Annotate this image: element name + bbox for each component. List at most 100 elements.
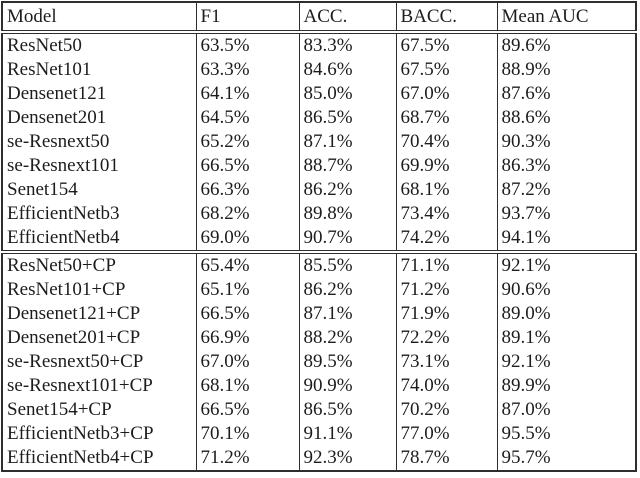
f1-value-cell: 69.0%	[195, 226, 299, 252]
column-header-bacc: BACC.	[395, 2, 497, 34]
table-row: Senet154+CP 66.5% 86.5% 70.2% 87.0%	[1, 398, 636, 422]
model-name-cell: ResNet101	[1, 58, 196, 82]
acc-value-cell: 91.1%	[298, 422, 396, 446]
model-name-cell: Senet154+CP	[1, 398, 196, 422]
mean-auc-value-cell: 87.2%	[496, 178, 636, 202]
model-name-cell: Senet154	[1, 178, 196, 202]
acc-value-cell: 87.1%	[298, 302, 396, 326]
table-row: se-Resnext50+CP 67.0% 89.5% 73.1% 92.1%	[1, 350, 636, 374]
mean-auc-value-cell: 90.6%	[496, 278, 636, 302]
model-name-cell: ResNet50+CP	[1, 250, 196, 278]
model-name-cell: Densenet121+CP	[1, 302, 196, 326]
table-row: Densenet121+CP 66.5% 87.1% 71.9% 89.0%	[1, 302, 636, 326]
mean-auc-value-cell: 90.3%	[496, 130, 636, 154]
acc-value-cell: 90.9%	[298, 374, 396, 398]
mean-auc-value-cell: 94.1%	[496, 226, 636, 252]
acc-value-cell: 85.5%	[298, 250, 396, 278]
column-header-f1: F1	[195, 2, 299, 34]
f1-value-cell: 65.1%	[195, 278, 299, 302]
mean-auc-value-cell: 89.0%	[496, 302, 636, 326]
model-name-cell: EfficientNetb3	[1, 202, 196, 226]
table-header: Model F1 ACC. BACC. Mean AUC	[1, 2, 636, 34]
f1-value-cell: 64.5%	[195, 106, 299, 130]
mean-auc-value-cell: 86.3%	[496, 154, 636, 178]
model-name-cell: Densenet201	[1, 106, 196, 130]
bacc-value-cell: 71.9%	[395, 302, 497, 326]
bacc-value-cell: 74.0%	[395, 374, 497, 398]
acc-value-cell: 88.7%	[298, 154, 396, 178]
acc-value-cell: 84.6%	[298, 58, 396, 82]
mean-auc-value-cell: 92.1%	[496, 250, 636, 278]
table-row: se-Resnext101+CP 68.1% 90.9% 74.0% 89.9%	[1, 374, 636, 398]
model-name-cell: EfficientNetb4+CP	[1, 446, 196, 471]
f1-value-cell: 64.1%	[195, 82, 299, 106]
table-row: Senet154 66.3% 86.2% 68.1% 87.2%	[1, 178, 636, 202]
acc-value-cell: 92.3%	[298, 446, 396, 471]
mean-auc-value-cell: 95.5%	[496, 422, 636, 446]
bacc-value-cell: 67.5%	[395, 58, 497, 82]
acc-value-cell: 86.5%	[298, 398, 396, 422]
bacc-value-cell: 67.0%	[395, 82, 497, 106]
acc-value-cell: 86.2%	[298, 278, 396, 302]
bacc-value-cell: 70.2%	[395, 398, 497, 422]
cp-models-group: ResNet50+CP 65.4% 85.5% 71.1% 92.1% ResNet101…	[1, 250, 636, 471]
f1-value-cell: 65.4%	[195, 250, 299, 278]
table-row: Densenet201 64.5% 86.5% 68.7% 88.6%	[1, 106, 636, 130]
mean-auc-value-cell: 93.7%	[496, 202, 636, 226]
bacc-value-cell: 67.5%	[395, 32, 497, 58]
bacc-value-cell: 77.0%	[395, 422, 497, 446]
f1-value-cell: 68.1%	[195, 374, 299, 398]
acc-value-cell: 83.3%	[298, 32, 396, 58]
mean-auc-value-cell: 88.6%	[496, 106, 636, 130]
f1-value-cell: 66.5%	[195, 154, 299, 178]
model-name-cell: EfficientNetb4	[1, 226, 196, 252]
mean-auc-value-cell: 87.0%	[496, 398, 636, 422]
model-name-cell: EfficientNetb3+CP	[1, 422, 196, 446]
table-row: Densenet201+CP 66.9% 88.2% 72.2% 89.1%	[1, 326, 636, 350]
f1-value-cell: 70.1%	[195, 422, 299, 446]
model-name-cell: Densenet201+CP	[1, 326, 196, 350]
bacc-value-cell: 74.2%	[395, 226, 497, 252]
acc-value-cell: 90.7%	[298, 226, 396, 252]
f1-value-cell: 66.9%	[195, 326, 299, 350]
model-name-cell: se-Resnext101+CP	[1, 374, 196, 398]
bacc-value-cell: 73.4%	[395, 202, 497, 226]
table-row: ResNet50 63.5% 83.3% 67.5% 89.6%	[1, 32, 636, 58]
model-name-cell: se-Resnext50	[1, 130, 196, 154]
acc-value-cell: 86.2%	[298, 178, 396, 202]
mean-auc-value-cell: 89.6%	[496, 32, 636, 58]
model-name-cell: ResNet101+CP	[1, 278, 196, 302]
bacc-value-cell: 68.1%	[395, 178, 497, 202]
column-header-acc: ACC.	[298, 2, 396, 34]
table-row: EfficientNetb4 69.0% 90.7% 74.2% 94.1%	[1, 226, 636, 252]
mean-auc-value-cell: 89.9%	[496, 374, 636, 398]
model-name-cell: ResNet50	[1, 32, 196, 58]
column-header-model: Model	[1, 2, 196, 34]
model-name-cell: se-Resnext101	[1, 154, 196, 178]
mean-auc-value-cell: 88.9%	[496, 58, 636, 82]
table-row: se-Resnext101 66.5% 88.7% 69.9% 86.3%	[1, 154, 636, 178]
f1-value-cell: 71.2%	[195, 446, 299, 471]
f1-value-cell: 63.5%	[195, 32, 299, 58]
bacc-value-cell: 68.7%	[395, 106, 497, 130]
mean-auc-value-cell: 87.6%	[496, 82, 636, 106]
bacc-value-cell: 72.2%	[395, 326, 497, 350]
acc-value-cell: 89.5%	[298, 350, 396, 374]
bacc-value-cell: 78.7%	[395, 446, 497, 471]
table-row: Densenet121 64.1% 85.0% 67.0% 87.6%	[1, 82, 636, 106]
mean-auc-value-cell: 95.7%	[496, 446, 636, 471]
acc-value-cell: 86.5%	[298, 106, 396, 130]
results-table: Model F1 ACC. BACC. Mean AUC ResNet50 63.…	[1, 1, 637, 472]
table-row: EfficientNetb3 68.2% 89.8% 73.4% 93.7%	[1, 202, 636, 226]
bacc-value-cell: 70.4%	[395, 130, 497, 154]
baseline-models-group: ResNet50 63.5% 83.3% 67.5% 89.6% ResNet101 63.…	[1, 32, 636, 252]
f1-value-cell: 66.5%	[195, 302, 299, 326]
table-row: se-Resnext50 65.2% 87.1% 70.4% 90.3%	[1, 130, 636, 154]
model-name-cell: se-Resnext50+CP	[1, 350, 196, 374]
f1-value-cell: 67.0%	[195, 350, 299, 374]
bacc-value-cell: 73.1%	[395, 350, 497, 374]
table-row: ResNet50+CP 65.4% 85.5% 71.1% 92.1%	[1, 250, 636, 278]
f1-value-cell: 63.3%	[195, 58, 299, 82]
bacc-value-cell: 69.9%	[395, 154, 497, 178]
